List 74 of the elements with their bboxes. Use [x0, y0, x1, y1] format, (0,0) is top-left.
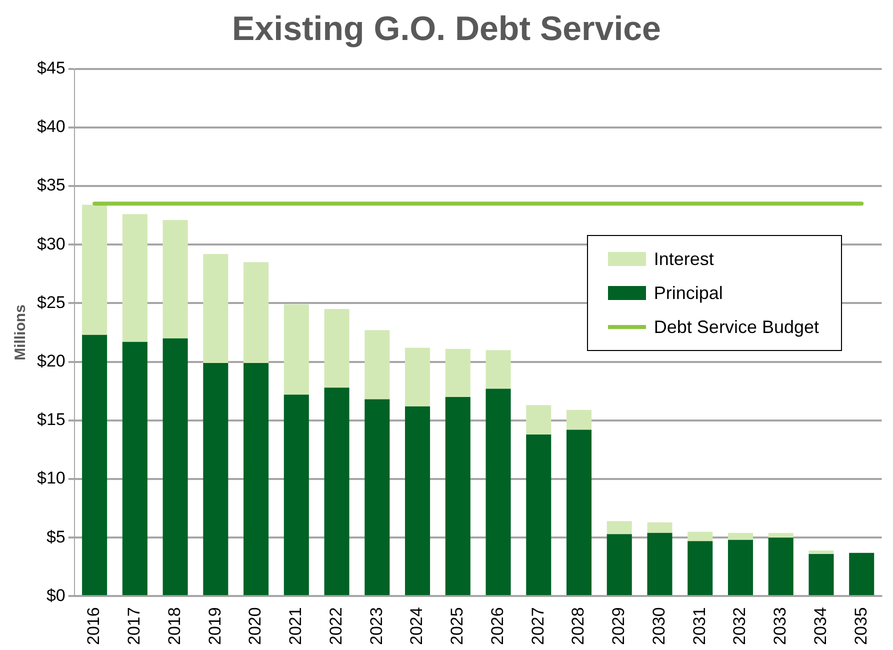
y-tick-label: $45	[36, 58, 66, 78]
bar	[162, 220, 188, 338]
y-axis-title: Millions	[12, 304, 30, 360]
bar	[324, 309, 350, 388]
bar	[122, 214, 148, 342]
bar	[82, 204, 108, 335]
legend-label: Interest	[654, 248, 714, 270]
bar	[405, 406, 430, 596]
y-tick-label: $10	[36, 468, 66, 488]
bar	[486, 388, 511, 596]
bar	[526, 434, 552, 596]
bar	[203, 254, 228, 363]
x-tick-label: 2017	[124, 607, 144, 646]
bar	[647, 532, 672, 596]
x-tick-label: 2035	[851, 607, 870, 646]
bar	[203, 362, 228, 596]
bar	[768, 532, 794, 538]
x-tick-label: 2020	[246, 607, 265, 646]
bar	[849, 552, 874, 596]
bar	[445, 396, 470, 596]
x-tick-label: 2019	[205, 607, 224, 646]
bar	[284, 304, 309, 395]
chart-title: Existing G.O. Debt Service	[232, 10, 661, 48]
y-tick-label: $20	[36, 351, 66, 370]
bar	[244, 262, 269, 363]
bar	[566, 430, 592, 596]
x-tick-label: 2030	[649, 607, 668, 646]
y-tick-label: $0	[46, 586, 66, 605]
bar	[688, 541, 713, 596]
bar	[324, 388, 350, 596]
bar	[445, 348, 470, 397]
bar	[768, 538, 794, 596]
x-tick-label: 2034	[810, 607, 830, 646]
x-tick-label: 2016	[84, 607, 104, 646]
x-tick-label: 2029	[609, 607, 628, 646]
y-tick-label: $35	[36, 176, 66, 195]
x-tick-label: 2032	[730, 607, 750, 646]
bar	[606, 534, 632, 596]
y-tick-label: $30	[36, 234, 66, 254]
bar	[566, 410, 592, 430]
y-tick-label: $40	[36, 117, 66, 136]
bar	[122, 342, 148, 596]
x-tick-label: 2025	[448, 607, 467, 646]
bar	[364, 330, 390, 400]
bar	[728, 532, 753, 540]
bar	[162, 338, 188, 596]
bar	[82, 334, 108, 596]
bar	[405, 348, 430, 406]
bar	[486, 350, 511, 389]
legend-label: Principal	[654, 282, 723, 304]
y-tick-label: $15	[36, 410, 66, 430]
bar	[808, 554, 834, 596]
x-tick-label: 2026	[488, 607, 507, 646]
bar	[808, 550, 834, 554]
legend-label: Debt Service Budget	[654, 316, 819, 338]
x-tick-label: 2023	[366, 607, 386, 646]
bar	[244, 362, 269, 596]
bar	[606, 521, 632, 534]
y-tick-label: $25	[36, 292, 66, 312]
bar	[364, 399, 390, 596]
bar	[728, 540, 753, 596]
x-tick-label: 2028	[568, 607, 588, 646]
y-tick-label: $5	[46, 527, 66, 546]
bar	[526, 405, 552, 434]
x-tick-label: 2024	[407, 607, 426, 646]
x-tick-label: 2022	[326, 607, 346, 646]
x-tick-label: 2018	[164, 607, 184, 646]
x-tick-label: 2031	[690, 607, 709, 646]
bar	[284, 394, 309, 596]
x-tick-label: 2027	[528, 607, 548, 646]
x-tick-label: 2021	[286, 607, 306, 646]
bar	[647, 522, 672, 533]
x-tick-label: 2033	[770, 607, 790, 646]
bar	[688, 532, 713, 542]
